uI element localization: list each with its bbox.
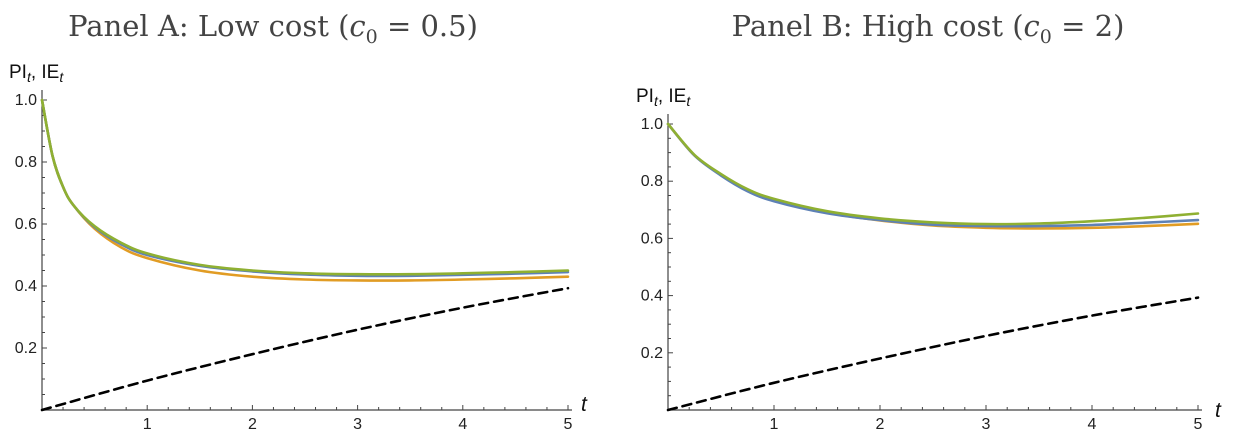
panel-a-y-tick-label-4: 0.8 [15,154,37,171]
panel-a-series-line-4 [40,286,570,412]
panel-b-y-tick-label-3: 0.6 [641,230,663,247]
panel-b-x-tick-label-1: 1 [770,416,779,432]
panel-b-y-tick-label-2: 0.4 [641,288,663,305]
panel-b-y-tick-label-4: 0.8 [641,173,663,190]
panel-b: Panel B: High cost (c0 = 2) PIt, IEt t 1… [636,9,1222,432]
panel-a-y-tick-label-3: 0.6 [15,216,37,233]
panel-b-y-axis-label: PIt, IEt [636,86,691,109]
panel-a-x-tick-label-5: 5 [564,416,573,432]
panel-b-x-tick-label-3: 3 [982,416,991,432]
panel-b-x-tick-label-4: 4 [1088,416,1097,432]
panel-b-series-line-1 [666,122,1200,228]
panel-a-series-line-3 [40,98,570,276]
panel-a-y-tick-label-2: 0.4 [15,278,37,295]
panel-a-x-tick-label-1: 1 [143,416,152,432]
panel-a-x-axis-label: t [581,393,588,416]
panel-a-series-line-1 [40,98,570,278]
panel-b-series-line-4 [666,296,1200,412]
panel-b-title: Panel B: High cost (c0 = 2) [732,9,1125,48]
panel-a-y-tick-label-5: 1.0 [15,92,37,109]
panel-a-y-axis-label: PIt, IEt [9,62,64,85]
panel-b-y-tick-label-1: 0.2 [641,345,663,362]
panel-a-x-tick-label-2: 2 [248,416,257,432]
panel-a-x-tick-label-4: 4 [458,416,467,432]
panel-b-series-line-2 [666,122,1200,230]
panel-b-y-tick-label-5: 1.0 [641,116,663,133]
panel-a-y-tick-label-1: 0.2 [15,340,37,357]
panel-b-x-tick-label-5: 5 [1194,416,1203,432]
panel-a-series-line-2 [40,98,570,282]
panel-a: Panel A: Low cost (c0 = 0.5) PIt, IEt t … [9,9,588,432]
panel-b-x-axis-label: t [1215,399,1222,422]
panel-a-x-tick-label-3: 3 [353,416,362,432]
panel-a-title: Panel A: Low cost (c0 = 0.5) [68,9,478,48]
panel-b-series-line-3 [666,122,1200,226]
panel-b-x-tick-label-2: 2 [876,416,885,432]
